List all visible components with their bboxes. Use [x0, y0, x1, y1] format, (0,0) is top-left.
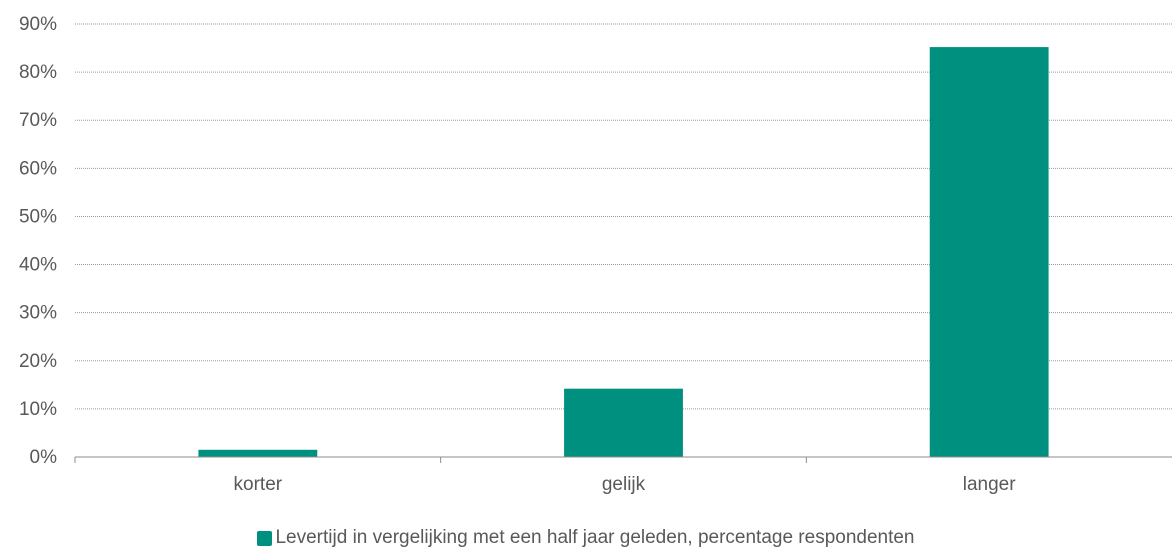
y-tick-label: 60%	[19, 158, 57, 179]
y-tick-label: 90%	[19, 14, 57, 35]
x-axis-tick-labels: korter gelijk langer	[234, 474, 1017, 495]
legend: Levertijd in vergelijking met een half j…	[0, 527, 1172, 549]
y-tick-label: 0%	[30, 447, 58, 468]
x-tick-label: langer	[963, 474, 1016, 495]
x-tick-label: korter	[234, 474, 283, 495]
bar-gelijk	[564, 388, 683, 457]
bar-korter	[198, 449, 318, 457]
y-tick-label: 80%	[19, 62, 57, 83]
legend-label: Levertijd in vergelijking met een half j…	[275, 527, 915, 548]
bars	[198, 47, 1049, 458]
y-tick-label: 50%	[19, 206, 57, 227]
y-axis-tick-labels: 0% 10% 20% 30% 40% 50% 60% 70% 80% 90%	[19, 14, 57, 468]
y-tick-label: 20%	[19, 351, 57, 372]
bar-langer	[929, 47, 1049, 458]
y-tick-label: 10%	[19, 399, 57, 420]
gridlines	[75, 23, 1172, 410]
x-tick-label: gelijk	[602, 474, 646, 495]
legend-swatch	[257, 530, 273, 546]
y-tick-label: 40%	[19, 255, 57, 276]
x-axis	[74, 456, 1172, 463]
y-tick-label: 30%	[19, 303, 57, 324]
y-tick-label: 70%	[19, 110, 57, 131]
